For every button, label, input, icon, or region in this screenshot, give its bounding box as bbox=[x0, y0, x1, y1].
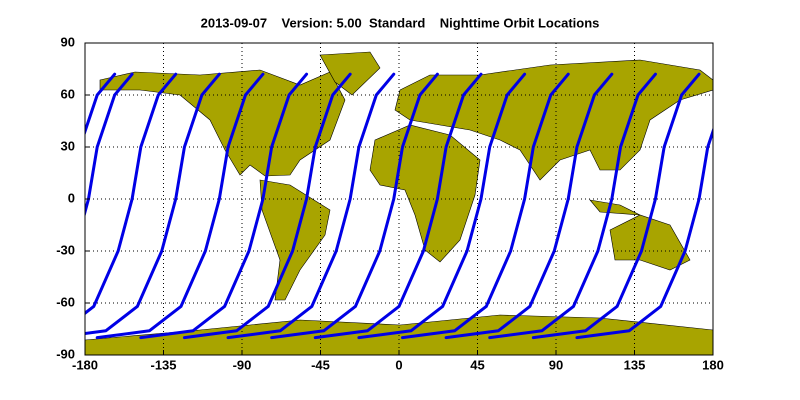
orbit-track bbox=[85, 72, 134, 218]
chart-title: 2013-09-07 Version: 5.00 Standard Nightt… bbox=[201, 15, 600, 30]
y-tick-label: 30 bbox=[61, 138, 75, 153]
y-tick-label: 0 bbox=[68, 190, 75, 205]
orbit-track bbox=[139, 72, 309, 340]
eurasia bbox=[394, 59, 713, 181]
orbit-track bbox=[575, 126, 713, 340]
orbit-track bbox=[226, 72, 396, 340]
x-tick-label: 45 bbox=[470, 357, 484, 372]
y-tick-label: 60 bbox=[61, 86, 75, 101]
orbit-track bbox=[85, 72, 117, 137]
x-tick-label: 135 bbox=[624, 357, 646, 372]
orbit-track bbox=[488, 72, 657, 340]
north-america bbox=[99, 69, 346, 177]
land bbox=[85, 51, 713, 355]
x-tick-label: 90 bbox=[549, 357, 563, 372]
x-tick-label: 0 bbox=[395, 357, 402, 372]
y-tick-label: -30 bbox=[56, 242, 75, 257]
x-tick-label: -135 bbox=[150, 357, 176, 372]
orbit-tracks bbox=[85, 72, 713, 340]
indonesia bbox=[589, 199, 641, 216]
x-tick-label: -45 bbox=[311, 357, 330, 372]
orbit-track bbox=[400, 72, 570, 340]
x-tick-label: 180 bbox=[702, 357, 724, 372]
orbit-track bbox=[270, 72, 439, 340]
orbit-track bbox=[531, 72, 701, 340]
orbit-track bbox=[357, 72, 527, 340]
orbit-track bbox=[444, 72, 614, 340]
orbit-track bbox=[85, 72, 221, 336]
orbit-track bbox=[182, 72, 352, 340]
orbit-track bbox=[95, 72, 265, 340]
orbit-track bbox=[85, 72, 178, 316]
y-tick-label: -60 bbox=[56, 294, 75, 309]
y-tick-label: -90 bbox=[56, 346, 75, 361]
x-tick-label: -90 bbox=[233, 357, 252, 372]
y-tick-label: 90 bbox=[61, 34, 75, 49]
x-tick-label: -180 bbox=[72, 357, 98, 372]
orbit-track bbox=[313, 72, 483, 340]
tick-labels: -180 -135 -90 -45 0 45 90 135 180 -90 -60 -30 0 30 60 9… bbox=[56, 34, 724, 372]
